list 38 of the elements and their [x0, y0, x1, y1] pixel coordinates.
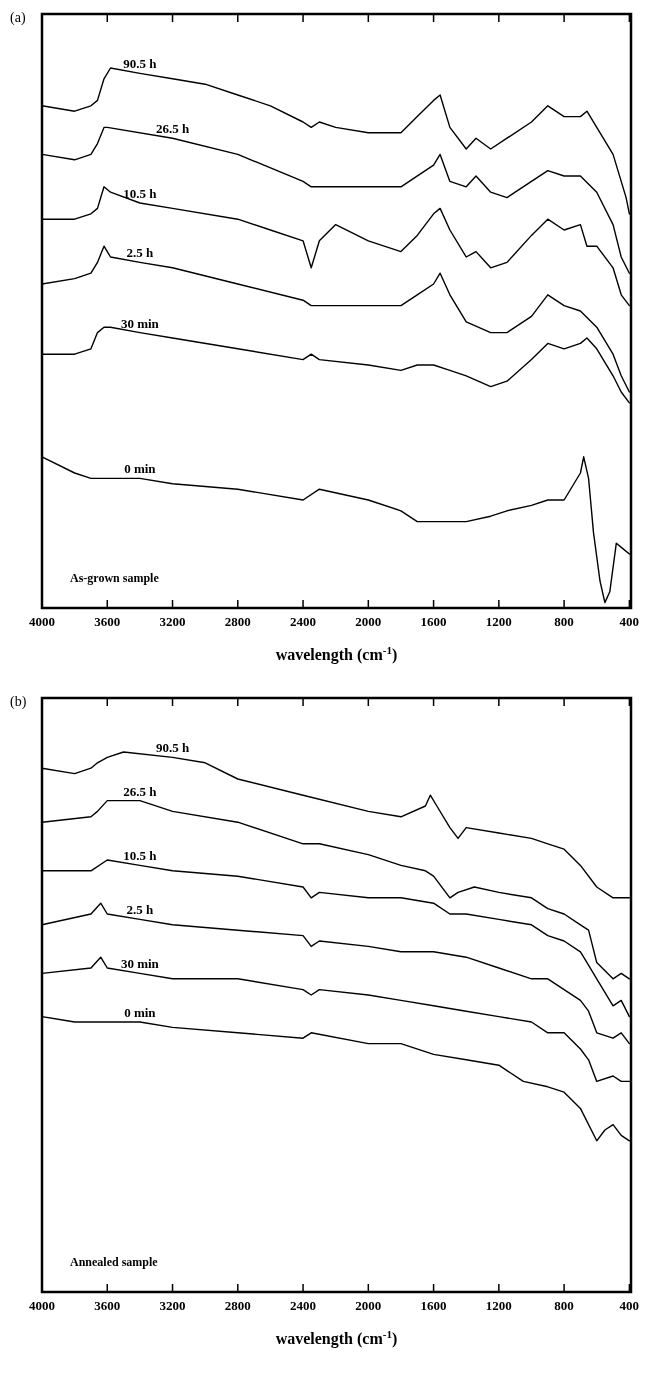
series-label: 90.5 h — [123, 56, 158, 72]
annotation: Annealed sample — [70, 1255, 159, 1269]
annotation: As-grown sample — [70, 571, 160, 585]
x-tick-label: 400 — [619, 614, 640, 629]
x-tick-label: 1600 — [420, 614, 447, 629]
x-tick-label: 2000 — [355, 1298, 382, 1313]
x-tick-label: 2400 — [290, 1298, 317, 1313]
x-tick-label: 2800 — [224, 1298, 251, 1313]
series-label: 0 min — [124, 1005, 157, 1020]
x-tick-label: 4000 — [29, 614, 55, 629]
series-label: 30 min — [120, 315, 160, 331]
x-tick-label: 400 — [619, 1298, 640, 1313]
x-tick-label: 800 — [554, 1298, 574, 1313]
series-label: 30 min — [120, 956, 160, 972]
x-tick-label: 3200 — [159, 1298, 186, 1313]
x-axis-title: wavelength (cm$^{-1}$) — [275, 644, 398, 664]
x-tick-label: 2400 — [290, 614, 317, 629]
series-label: 10.5 h — [123, 848, 158, 864]
series-label: 0 min — [124, 461, 157, 477]
series-label: 2.5 h — [126, 902, 155, 918]
x-tick-label: 3600 — [94, 1298, 121, 1313]
x-tick-label: 1600 — [420, 1298, 447, 1313]
x-axis-title: wavelength (cm$^{-1}$) — [275, 1328, 398, 1348]
x-tick-label: 2800 — [224, 614, 251, 629]
x-tick-label: 3200 — [159, 614, 186, 629]
series-label: 10.5 h — [123, 186, 158, 201]
x-tick-label: 3600 — [94, 614, 121, 629]
series-label: 2.5 h — [126, 245, 155, 261]
x-tick-label: 1200 — [485, 1298, 512, 1313]
x-tick-label: 800 — [554, 614, 574, 629]
chart-title: (a) — [10, 10, 26, 26]
series-label: 26.5 h — [123, 783, 158, 799]
x-tick-label: 1200 — [485, 614, 512, 629]
x-tick-label: 2000 — [355, 614, 382, 629]
chart-title: (b) — [10, 694, 27, 710]
x-tick-label: 4000 — [29, 1298, 55, 1313]
series-label: 26.5 h — [155, 121, 190, 137]
series-label: 90.5 h — [155, 740, 190, 756]
